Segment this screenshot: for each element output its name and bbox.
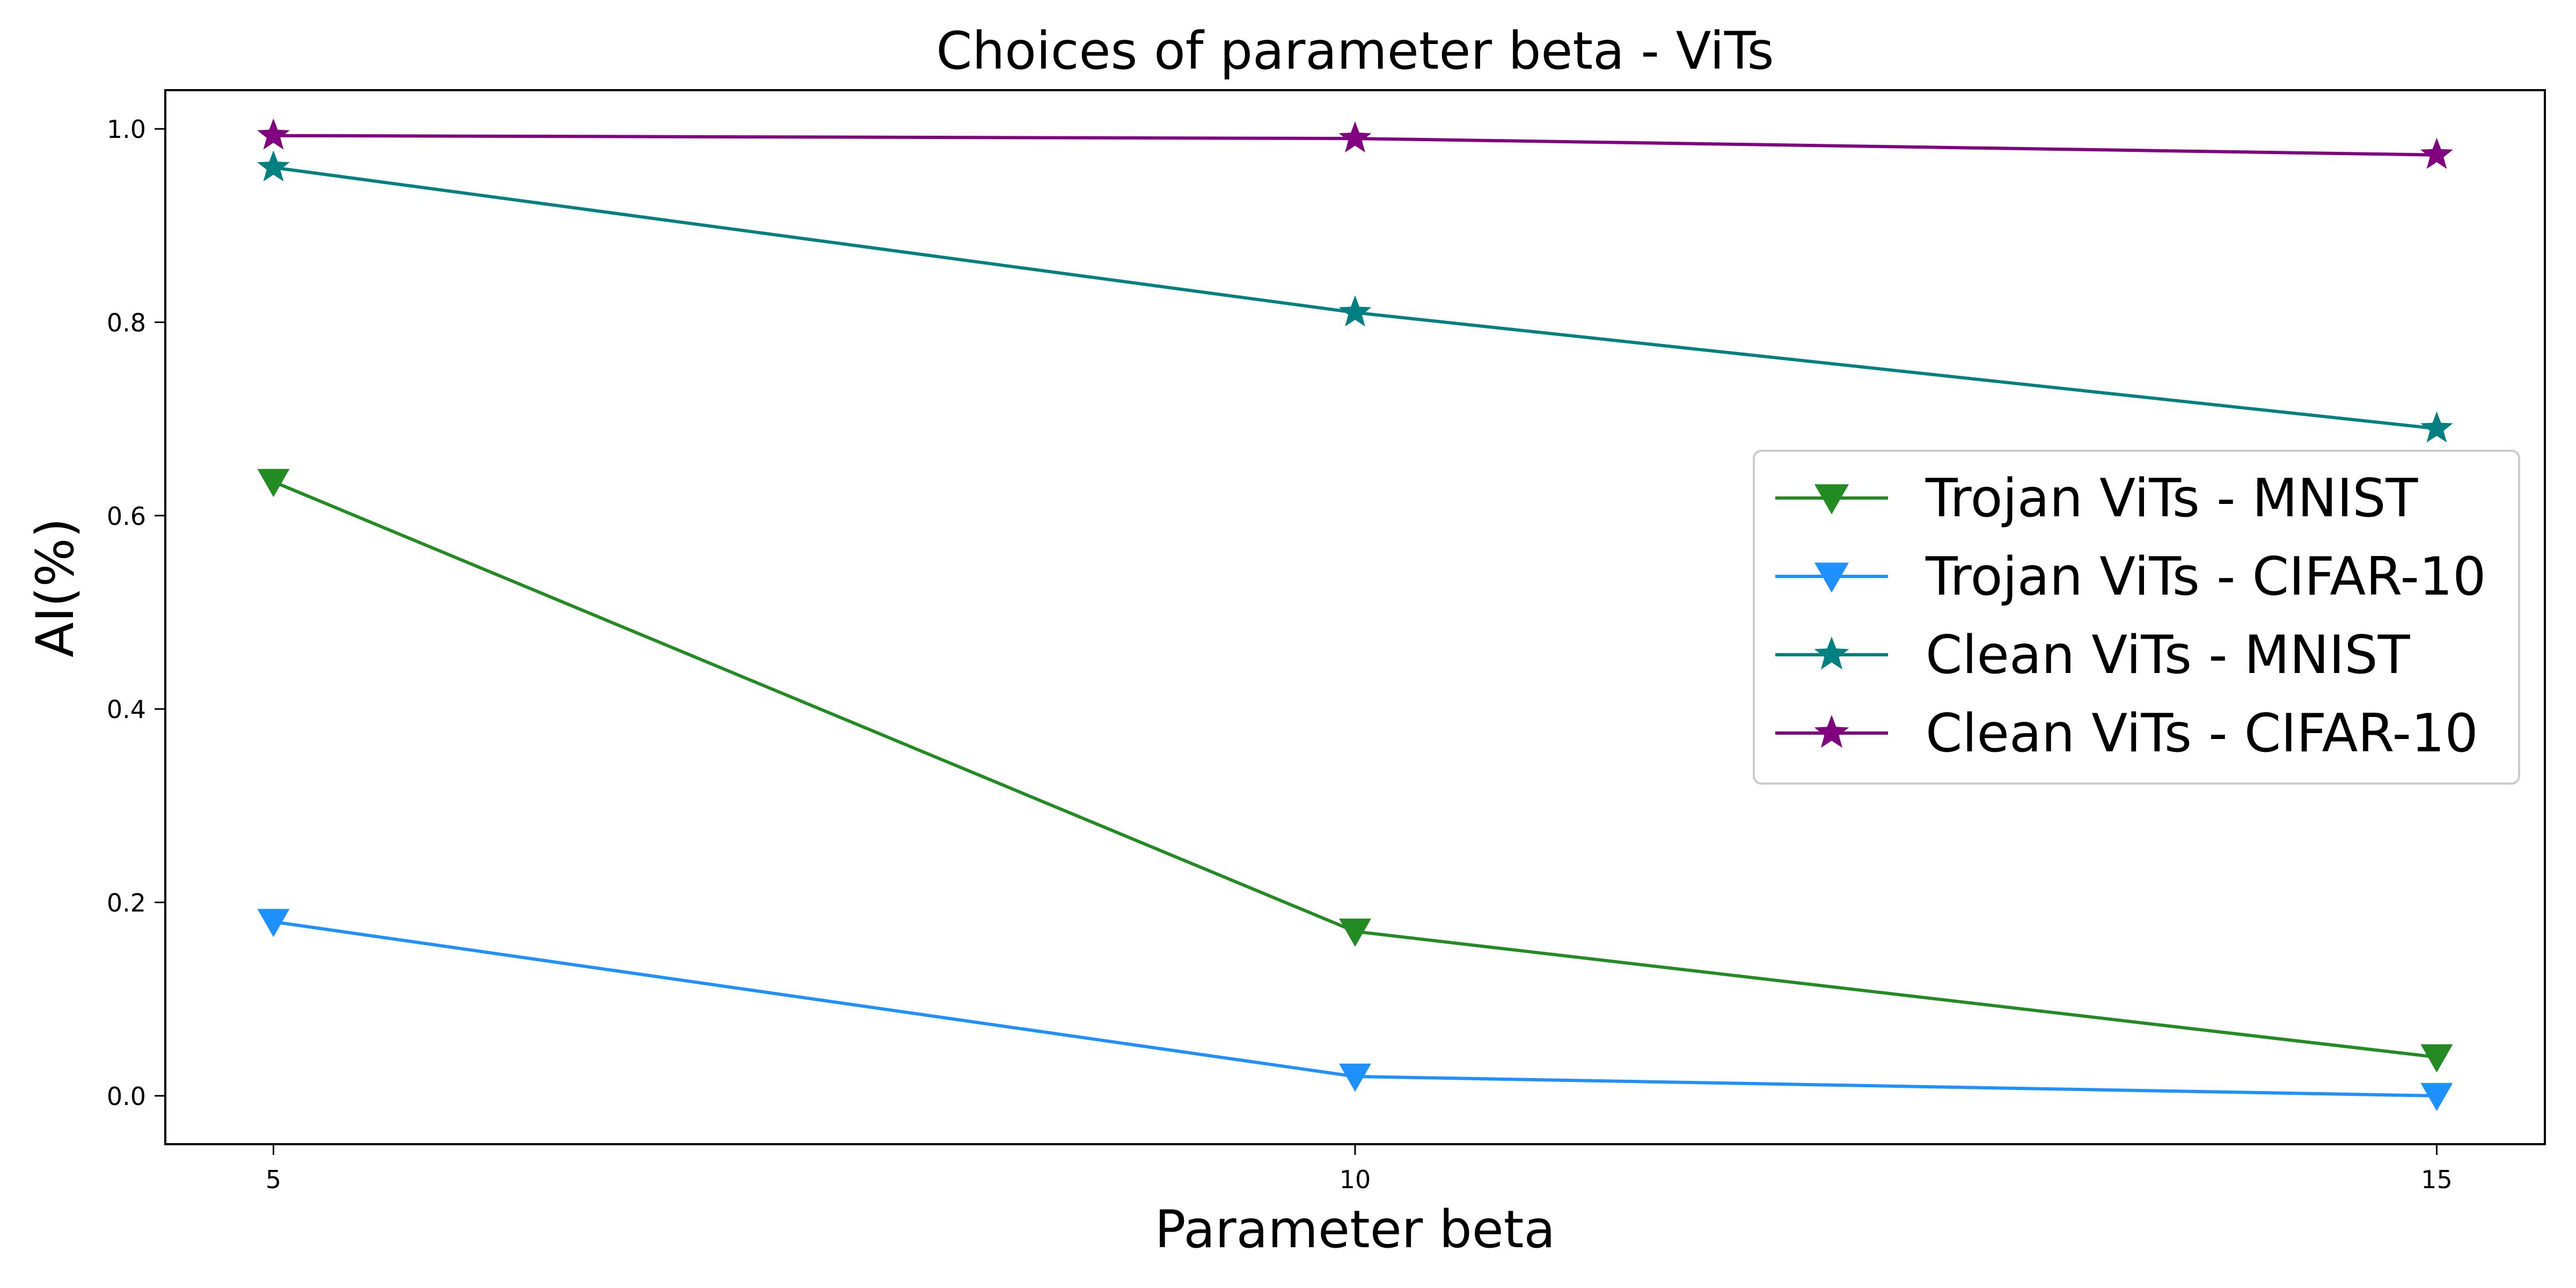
series-1-point-1 [1339,1063,1371,1092]
series-2-point-2 [2420,411,2453,443]
legend-label-1: Trojan ViTs - CIFAR-10 [1925,546,2486,608]
y-tick-label-0.6: 0.6 [107,502,146,531]
series-0-point-1 [1339,918,1371,947]
y-axis-label: AI(%) [25,518,85,657]
legend-marker-3 [1814,715,1849,748]
y-tick-label-0.4: 0.4 [107,695,146,724]
plot-area: 5 10 15 0.0 0.2 0.4 0.6 0.8 1.0 [107,89,2546,1194]
legend: Trojan ViTs - MNIST Trojan ViTs - CIFAR-1… [1753,450,2520,785]
legend-label-0: Trojan ViTs - MNIST [1925,468,2419,529]
series-0-point-0 [257,469,290,497]
legend-label-3: Clean ViTs - CIFAR-10 [1926,703,2478,764]
series-1-point-0 [257,909,290,938]
y-tick-label-0.8: 0.8 [107,308,146,337]
series-2-point-1 [1338,295,1372,327]
x-axis-label: Parameter beta [1155,1199,1555,1260]
series-3-point-0 [257,118,290,150]
x-tick-label-10: 10 [1340,1165,1371,1194]
legend-label-2: Clean ViTs - MNIST [1926,625,2411,686]
chart-title: Choices of parameter beta - ViTs [936,21,1774,81]
x-tick-label-5: 5 [266,1165,281,1194]
legend-marker-0 [1814,484,1849,515]
series-0-point-2 [2420,1044,2453,1073]
plot-frame [164,89,2546,1145]
legend-marker-2 [1814,636,1849,670]
series-3-point-1 [1338,121,1372,152]
legend-box [1753,450,2520,785]
x-tick-label-15: 15 [2421,1165,2453,1194]
series-2-point-0 [257,150,290,181]
y-tick-label-0.0: 0.0 [107,1082,146,1111]
series-3-point-2 [2420,137,2453,169]
series-1-point-2 [2420,1082,2453,1111]
y-tick-label-1.0: 1.0 [107,115,146,144]
y-tick-label-0.2: 0.2 [107,889,146,918]
legend-marker-1 [1814,562,1849,593]
